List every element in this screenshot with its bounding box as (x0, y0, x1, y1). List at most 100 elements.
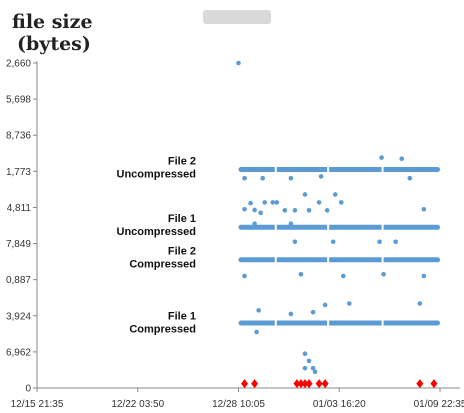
data-point (302, 365, 308, 371)
x-tick-label: 12/22 03:50 (111, 399, 164, 410)
data-bands (238, 166, 440, 326)
cluster-label-line: Compressed (129, 259, 196, 271)
x-tick-label: 01/09 22:35 (414, 399, 464, 410)
y-tick-label: 5,698 (6, 95, 31, 106)
data-band-gap (274, 224, 277, 231)
y-axis-label-line-1: file size (12, 11, 93, 33)
data-point (242, 273, 247, 279)
data-point (377, 239, 382, 245)
data-band (238, 224, 440, 230)
data-band-gap (327, 256, 330, 263)
cluster-label-line: File 2 (168, 155, 196, 167)
data-point-diamond (305, 379, 313, 389)
cluster-label-line: Uncompressed (117, 168, 196, 180)
data-point (379, 155, 384, 160)
data-band-gap (381, 256, 384, 263)
data-point (306, 358, 312, 364)
data-point (270, 200, 276, 205)
data-band-gap (381, 166, 384, 173)
data-point-diamond (297, 379, 305, 389)
cluster-label-line: Uncompressed (117, 226, 196, 238)
data-point (288, 221, 294, 226)
cluster-label-line: File 2 (168, 246, 196, 258)
data-point (274, 200, 280, 205)
data-point (248, 200, 253, 206)
data-band-gap (327, 166, 330, 173)
y-axis-ticks: 2,660 5,698 8,736 1,773 4,811 7,849 0,887 3,924… (6, 59, 37, 395)
data-point (292, 239, 298, 245)
data-band (238, 320, 440, 326)
data-point (421, 206, 427, 212)
data-point-diamond (315, 379, 323, 389)
data-point-diamond (301, 379, 309, 389)
data-band-gap (274, 166, 277, 173)
data-band-gap (274, 320, 277, 326)
data-point-diamond (416, 379, 424, 389)
data-point (338, 200, 344, 205)
data-point (288, 311, 294, 317)
data-point (282, 208, 288, 213)
data-point (254, 329, 259, 335)
cluster-label-line: Compressed (129, 324, 196, 336)
data-point (318, 174, 324, 179)
data-point (260, 175, 265, 181)
data-point (306, 208, 312, 213)
data-band-gap (327, 320, 330, 326)
y-tick-label: 8,736 (6, 131, 31, 142)
data-point-diamond (430, 379, 438, 389)
data-band (238, 257, 440, 263)
x-tick-label: 12/28 10:05 (212, 399, 265, 410)
data-point (292, 208, 298, 213)
data-point-diamond (241, 379, 249, 389)
data-band-gap (274, 256, 277, 263)
data-point (399, 156, 405, 161)
data-band (238, 167, 440, 173)
data-point (252, 207, 257, 213)
data-point (298, 271, 304, 277)
data-band-gap (327, 224, 330, 231)
axes (36, 61, 460, 389)
data-point (302, 351, 308, 356)
data-point (236, 60, 241, 66)
data-points (236, 60, 438, 389)
x-axis-ticks: 12/15 21:35 12/22 03:50 12/28 10:05 01/03 1… (11, 388, 464, 410)
data-point (242, 175, 247, 181)
y-tick-label: 2,660 (6, 59, 31, 70)
data-point-diamond (293, 379, 301, 389)
data-point (340, 273, 346, 279)
data-point (262, 200, 267, 205)
y-tick-label: 0 (25, 384, 31, 395)
data-point (322, 302, 328, 308)
data-point (347, 301, 352, 306)
y-tick-label: 4,811 (7, 203, 32, 214)
data-point (330, 239, 336, 245)
data-point (312, 369, 318, 375)
y-tick-label: 7,849 (6, 239, 31, 250)
data-point (310, 365, 316, 371)
data-point (381, 271, 386, 277)
y-tick-label: 6,962 (6, 347, 31, 358)
cluster-label-line: File 1 (168, 311, 196, 323)
data-point (302, 192, 308, 197)
y-tick-label: 0,887 (6, 275, 31, 286)
data-point-diamond (321, 379, 329, 389)
data-point-diamond (251, 379, 259, 389)
data-band-gap (381, 224, 384, 231)
data-point (421, 273, 427, 279)
data-point (316, 200, 322, 205)
data-point (242, 206, 247, 212)
y-tick-label: 1,773 (6, 167, 31, 178)
data-point (252, 221, 257, 226)
data-point (288, 175, 294, 181)
data-point (256, 308, 261, 313)
data-point (407, 175, 413, 181)
data-band-gap (381, 320, 384, 326)
data-point (332, 192, 338, 197)
y-axis-label-line-2: (bytes) (17, 33, 91, 55)
obscured-chart-title (203, 10, 271, 24)
x-tick-label: 12/15 21:35 (11, 399, 64, 410)
cluster-label-line: File 1 (168, 213, 196, 225)
data-point (393, 239, 398, 245)
